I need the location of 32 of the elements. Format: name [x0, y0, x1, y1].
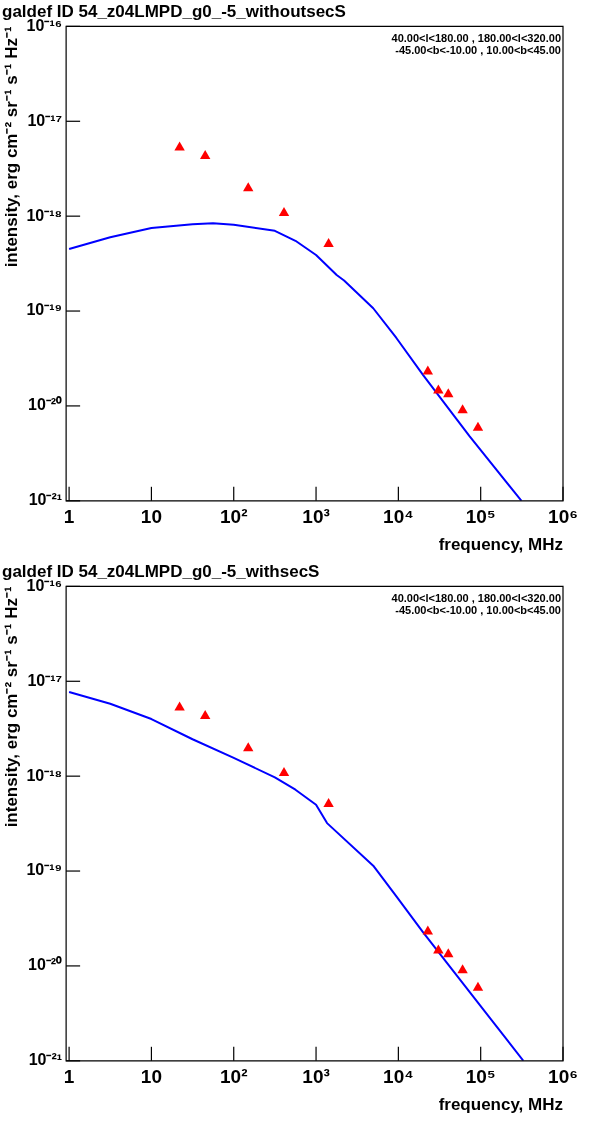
annotation: 40.00<l<180.00 , 180.00<l<320.00 — [391, 31, 561, 44]
x-tick-label: 10⁴ — [383, 1066, 414, 1088]
annotation: 40.00<l<180.00 , 180.00<l<320.00 — [391, 591, 561, 604]
annotation: -45.00<b<-10.00 , 10.00<b<45.00 — [395, 603, 561, 616]
x-axis-title: frequency, MHz — [438, 1095, 563, 1115]
x-tick-label: 1 — [63, 506, 75, 528]
y-tick-label: 10⁻¹⁷ — [27, 671, 63, 689]
x-tick-label: 10 — [140, 1066, 162, 1088]
x-tick-label: 10² — [220, 1066, 248, 1088]
y-axis-title: intensity, erg cm⁻² sr⁻¹ s⁻¹ Hz⁻¹ — [1, 586, 21, 828]
y-tick-label: 10⁻¹⁷ — [27, 111, 63, 129]
y-tick-label: 10⁻²¹ — [28, 1051, 63, 1069]
x-tick-label: 10⁶ — [548, 506, 578, 528]
y-tick-label: 10⁻²¹ — [28, 491, 63, 509]
annotation: -45.00<b<-10.00 , 10.00<b<45.00 — [395, 43, 561, 56]
y-tick-label: 10⁻²⁰ — [27, 956, 63, 974]
x-tick-label: 10 — [140, 506, 162, 528]
x-tick-label: 10³ — [302, 506, 330, 528]
x-tick-label: 10⁵ — [465, 1066, 496, 1088]
y-tick-label: 10⁻²⁰ — [27, 396, 63, 414]
y-tick-label: 10⁻¹⁸ — [26, 206, 63, 224]
y-tick-label: 10⁻¹⁹ — [26, 861, 63, 879]
x-axis-title: frequency, MHz — [438, 535, 563, 555]
x-tick-label: 10⁵ — [465, 506, 496, 528]
x-tick-label: 10⁴ — [383, 506, 414, 528]
y-axis-title: intensity, erg cm⁻² sr⁻¹ s⁻¹ Hz⁻¹ — [1, 26, 21, 268]
x-tick-label: 10⁶ — [548, 1066, 578, 1088]
y-tick-label: 10⁻¹⁸ — [26, 766, 63, 784]
x-tick-label: 10² — [220, 506, 248, 528]
y-tick-label: 10⁻¹⁹ — [26, 301, 63, 319]
x-tick-label: 1 — [63, 1066, 75, 1088]
x-tick-label: 10³ — [302, 1066, 330, 1088]
